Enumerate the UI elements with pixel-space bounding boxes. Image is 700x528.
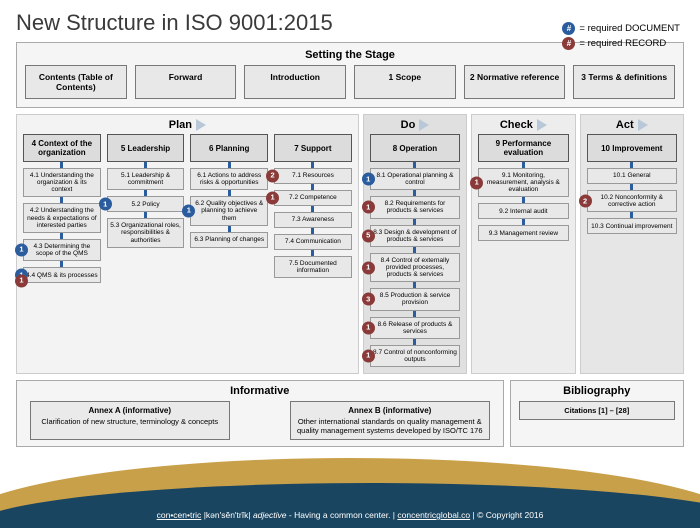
arrow-icon: [638, 119, 648, 131]
clause-column: 6 Planning 6.1 Actions to address risks &…: [190, 134, 268, 248]
bibliography-section: Bibliography Citations [1] – [28]: [510, 380, 685, 447]
stage-box: 1 Scope: [354, 65, 456, 99]
clause-head: 10 Improvement: [587, 134, 677, 162]
rec-badge-icon: 1: [362, 349, 375, 362]
stage-box: 2 Normative reference: [464, 65, 566, 99]
rec-badge-icon: 2: [579, 195, 592, 208]
rec-badge-icon: 5: [362, 229, 375, 242]
rec-badge-icon: 2: [266, 170, 279, 183]
pdca-label: Check: [478, 119, 568, 131]
pdca-label: Plan: [23, 119, 352, 131]
clause-sub: 9.3 Management review: [478, 225, 568, 241]
pdca-act: Act 10 Improvement 10.1 General 10.2 Nonco…: [580, 114, 684, 374]
arrow-icon: [419, 119, 429, 131]
clause-column: 9 Performance evaluation 9.1 Monitoring, …: [478, 134, 568, 241]
arrow-icon: [537, 119, 547, 131]
clause-column: 4 Context of the organization 4.1 Underst…: [23, 134, 101, 283]
clause-sub: 10.2 Nonconformity & corrective action2: [587, 190, 677, 212]
doc-badge-icon: 1: [99, 198, 112, 211]
clause-column: 7 Support 7.1 Resources2 7.2 Competence1 7.…: [274, 134, 352, 278]
informative-box: Annex B (informative)Other international…: [290, 401, 490, 440]
doc-badge-icon: 1: [15, 243, 28, 256]
clause-column: 5 Leadership 5.1 Leadership & commitment 5…: [107, 134, 185, 248]
clause-sub: 10.1 General: [587, 168, 677, 184]
clause-sub: 8.7 Control of nonconforming outputs1: [370, 345, 460, 367]
clause-column: 8 Operation 8.1 Operational planning & co…: [370, 134, 460, 367]
pdca-label: Act: [587, 119, 677, 131]
rec-badge-icon: 3: [362, 293, 375, 306]
doc-badge-icon: 1: [362, 173, 375, 186]
clause-sub: 7.2 Competence1: [274, 190, 352, 206]
doc-legend-label: = required DOCUMENT: [579, 23, 680, 34]
stage-box: Contents (Table of Contents): [25, 65, 127, 99]
clause-head: 5 Leadership: [107, 134, 185, 162]
footer-text: con•cen•tric |kən'sĕn'trĭk| adjective - …: [0, 510, 700, 520]
clause-sub: 6.2 Quality objectives & planning to ach…: [190, 196, 268, 225]
clause-sub: 7.1 Resources2: [274, 168, 352, 184]
biblio-title: Bibliography: [519, 385, 676, 397]
pdca-do: Do 8 Operation 8.1 Operational planning &…: [363, 114, 467, 374]
clause-sub: 5.3 Organizational roles, responsibiliti…: [107, 218, 185, 247]
clause-sub: 8.6 Release of products & services1: [370, 317, 460, 339]
doc-dot-icon: #: [562, 22, 575, 35]
legend: # = required DOCUMENT # = required RECOR…: [562, 22, 680, 52]
clause-sub: 4.3 Determining the scope of the QMS1: [23, 239, 101, 261]
rec-badge-icon: 1: [362, 261, 375, 274]
pdca-row: Plan 4 Context of the organization 4.1 Un…: [16, 114, 684, 374]
doc-badge-icon: 1: [182, 204, 195, 217]
stage-box: 3 Terms & definitions: [573, 65, 675, 99]
clause-sub: 8.1 Operational planning & control1: [370, 168, 460, 190]
rec-badge-icon: 1: [362, 201, 375, 214]
clause-sub: 5.1 Leadership & commitment: [107, 168, 185, 190]
clause-column: 10 Improvement 10.1 General 10.2 Nonconfor…: [587, 134, 677, 234]
clause-sub: 7.4 Communication: [274, 234, 352, 250]
clause-sub: 7.5 Documented information: [274, 256, 352, 278]
stage-box: Introduction: [244, 65, 346, 99]
clause-sub: 8.4 Control of externally provided proce…: [370, 253, 460, 282]
rec-badge-icon: 1: [15, 274, 28, 287]
clause-sub: 4.2 Understanding the needs & expectatio…: [23, 203, 101, 232]
clause-sub: 7.3 Awareness: [274, 212, 352, 228]
rec-badge-icon: 1: [266, 192, 279, 205]
clause-sub: 9.1 Monitoring, measurement, analysis & …: [478, 168, 568, 197]
stage-box: Forward: [135, 65, 237, 99]
pdca-label: Do: [370, 119, 460, 131]
rec-legend-label: = required RECORD: [579, 38, 666, 49]
clause-sub: 8.5 Production & service provision3: [370, 288, 460, 310]
clause-sub: 10.3 Continual improvement: [587, 218, 677, 234]
rec-dot-icon: #: [562, 37, 575, 50]
rec-badge-icon: 1: [362, 321, 375, 334]
informative-title: Informative: [25, 385, 495, 397]
informative-section: Informative Annex A (informative)Clarifi…: [16, 380, 504, 447]
clause-head: 7 Support: [274, 134, 352, 162]
clause-sub: 9.2 Internal audit: [478, 203, 568, 219]
clause-sub: 4.1 Understanding the organization & its…: [23, 168, 101, 197]
clause-sub: 8.3 Design & development of products & s…: [370, 225, 460, 247]
arrow-icon: [196, 119, 206, 131]
clause-head: 8 Operation: [370, 134, 460, 162]
clause-head: 9 Performance evaluation: [478, 134, 568, 162]
clause-sub: 5.2 Policy1: [107, 196, 185, 212]
informative-box: Annex A (informative)Clarification of ne…: [30, 401, 230, 440]
rec-badge-icon: 1: [470, 176, 483, 189]
clause-head: 6 Planning: [190, 134, 268, 162]
clause-sub: 4.4 QMS & its processes11: [23, 267, 101, 283]
biblio-box: Citations [1] – [28]: [519, 401, 676, 420]
pdca-plan: Plan 4 Context of the organization 4.1 Un…: [16, 114, 359, 374]
pdca-check: Check 9 Performance evaluation 9.1 Monito…: [471, 114, 575, 374]
clause-head: 4 Context of the organization: [23, 134, 101, 162]
clause-sub: 8.2 Requirements for products & services…: [370, 196, 460, 218]
clause-sub: 6.3 Planning of changes: [190, 232, 268, 248]
clause-sub: 6.1 Actions to address risks & opportuni…: [190, 168, 268, 190]
